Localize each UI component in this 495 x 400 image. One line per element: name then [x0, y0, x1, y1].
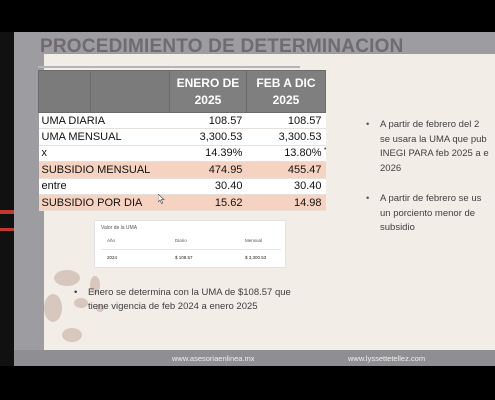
value-enero: 15.62 [169, 194, 247, 212]
row-label: SUBSIDIO MENSUAL [38, 161, 170, 179]
bullet-line: 2026 [380, 162, 402, 174]
value-enero: 3,300.53 [169, 128, 247, 146]
mouse-cursor-icon [158, 194, 165, 204]
table-row: UMA MENSUAL 3,300.53 3,300.53 [38, 128, 326, 146]
right-bullet-list: A partir de febrero del 2 se usara la UM… [366, 118, 489, 252]
bullet-line: A partir de febrero se us [380, 193, 482, 204]
uma-year: 2024 [107, 255, 118, 260]
value-enero: 14.39% [169, 145, 247, 163]
value-feb-dic: 30.40 [246, 178, 326, 195]
table-row: entre 30.40 30.40 [38, 178, 326, 195]
decorative-blob [54, 270, 80, 286]
value-feb-dic: 3,300.53 [246, 128, 326, 146]
slide-footer-bar [14, 350, 495, 366]
bullet-line: subsidio [380, 222, 415, 233]
bullet-line: A partir de febrero del 2 [380, 119, 480, 130]
decorative-blob [90, 276, 100, 294]
table-row: x 14.39% 13.80% [38, 145, 326, 163]
uma-col-daily: Diario [175, 238, 187, 243]
table-header-enero: ENERO DE 2025 [169, 70, 247, 113]
left-video-strip [0, 32, 14, 366]
value-feb-dic: 13.80% [246, 145, 326, 163]
uma-divider [101, 249, 281, 250]
value-feb-dic: 455.47 [246, 161, 326, 179]
table-header-cell [89, 70, 171, 113]
video-letterbox-bottom [0, 366, 495, 400]
note-bullet: Enero se determina con la UMA de $108.57… [74, 286, 324, 314]
uma-daily: $ 108.57 [175, 255, 193, 260]
row-label: x [38, 145, 170, 163]
table-row: SUBSIDIO POR DIA 15.62 14.98 [38, 194, 326, 212]
row-label: SUBSIDIO POR DIA [38, 194, 170, 212]
uma-caption: Valor de la UMA [101, 225, 138, 231]
table-header-feb-dic: FEB A DIC 2025 [245, 70, 327, 113]
uma-monthly: $ 3,300.53 [245, 255, 267, 260]
title-underline [38, 66, 300, 68]
bullet-line: se usara la UMA que pub [380, 133, 487, 145]
row-label: UMA DIARIA [38, 112, 170, 130]
slide-title: PROCEDIMIENTO DE DETERMINACION [40, 36, 404, 57]
row-label: entre [38, 178, 170, 195]
uma-col-monthly: Mensual [245, 238, 263, 243]
footer-right-link[interactable]: www.lyssettetellez.com [348, 354, 426, 363]
row-label: UMA MENSUAL [38, 128, 170, 146]
video-letterbox-top [0, 0, 495, 32]
note-line: tiene vigencia de feb 2024 a enero 2025 [88, 301, 258, 312]
bullet-line: INEGI PARA feb 2025 a e [380, 148, 489, 159]
value-enero: 30.40 [169, 178, 247, 195]
value-feb-dic: 14.98 [246, 194, 326, 212]
red-accent-line [0, 228, 14, 231]
bullet-dot: • [324, 146, 327, 153]
table-header-row: ENERO DE 2025 FEB A DIC 2025 [38, 70, 327, 113]
uma-col-year: Año [107, 238, 116, 243]
bullet-item: A partir de febrero se us un porciento m… [366, 192, 481, 236]
bullet-line: un porciento menor de [380, 207, 476, 219]
uma-value-image: Valor de la UMA Año Diario Mensual 2024 … [94, 220, 286, 268]
note-line: Enero se determina con la UMA de $108.57… [88, 287, 291, 298]
decorative-blob [44, 294, 62, 322]
value-enero: 474.95 [169, 161, 247, 179]
table-row: SUBSIDIO MENSUAL 474.95 455.47 [38, 161, 326, 179]
table-header-cell [38, 70, 91, 113]
red-accent-line [0, 210, 14, 214]
value-feb-dic: 108.57 [246, 112, 326, 130]
decorative-blob [62, 328, 82, 342]
table-row: UMA DIARIA 108.57 108.57 [38, 112, 326, 130]
footer-left-link[interactable]: www.asesoriaenlinea.mx [172, 354, 255, 363]
value-enero: 108.57 [169, 112, 247, 130]
subsidy-table: ENERO DE 2025 FEB A DIC 2025 UMA DIARIA 108… [38, 70, 327, 212]
bullet-item: A partir de febrero del 2 se usara la UM… [366, 118, 489, 176]
